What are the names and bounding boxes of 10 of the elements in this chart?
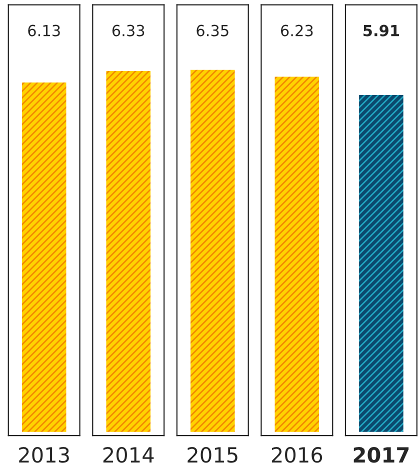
x-tick-label: 2016 — [272, 447, 322, 463]
x-tick-label: 2015 — [188, 447, 238, 463]
x-tick-label: 2014 — [103, 447, 154, 463]
data-label: 6.33 — [112, 24, 144, 36]
data-label: 6.35 — [196, 24, 228, 36]
data-label: 6.13 — [28, 24, 60, 36]
x-tick-label: 2013 — [19, 447, 69, 463]
data-label: 6.23 — [280, 24, 313, 36]
data-label: 5.91 — [364, 24, 399, 36]
x-tick-label: 2017 — [354, 447, 409, 463]
